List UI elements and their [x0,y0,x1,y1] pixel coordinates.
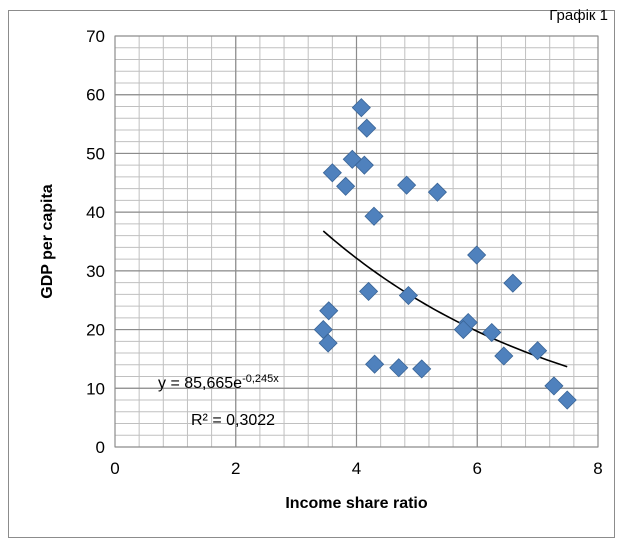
data-point [322,163,342,183]
x-axis-title: Income share ratio [285,495,428,512]
trendline [322,230,568,368]
y-axis-title: GDP per capita [39,184,56,299]
data-point [494,346,514,366]
data-point [359,281,379,301]
data-point [318,333,338,353]
y-tick-label: 70 [86,27,105,46]
plot-border [114,35,599,448]
y-tick-label: 0 [96,438,105,457]
x-tick-label: 8 [593,459,602,478]
data-point [398,285,418,306]
data-point [427,182,447,202]
trendline-equation-base: y = 85,665e [158,375,242,392]
trendline-equation: y = 85,665e-0,245x [158,373,279,392]
data-point [364,206,384,226]
data-point [365,354,385,374]
chart-area: Графік 1 [8,7,615,538]
data-point [351,98,371,118]
y-tick-label: 30 [86,262,105,281]
data-point [544,376,564,396]
data-point [412,359,432,379]
y-tick-label: 50 [86,144,105,163]
data-point [467,245,487,265]
x-tick-label: 4 [352,459,361,478]
trendline-equation-exponent: -0,245x [242,373,279,385]
data-point [357,118,377,138]
y-tick-label: 10 [86,379,105,398]
data-point [482,322,502,343]
x-tick-label: 0 [110,459,119,478]
x-axis-ticks: 0 2 4 6 8 [110,459,602,478]
y-tick-label: 60 [86,86,105,105]
data-point [453,320,473,340]
y-tick-label: 40 [86,203,105,222]
chart-caption: Графік 1 [549,7,608,24]
data-points [313,98,577,410]
data-point [319,301,339,321]
y-tick-label: 20 [86,321,105,340]
trendline-r-squared: R² = 0,3022 [191,412,275,429]
data-point [503,273,523,293]
y-axis-ticks: 0 10 20 30 40 50 60 70 [86,27,105,457]
x-tick-label: 2 [231,459,240,478]
data-point [528,341,548,361]
data-point [389,358,409,378]
data-point [354,155,374,175]
data-point [336,176,356,196]
data-point [397,175,417,195]
data-point [557,390,577,410]
x-tick-label: 6 [473,459,482,478]
